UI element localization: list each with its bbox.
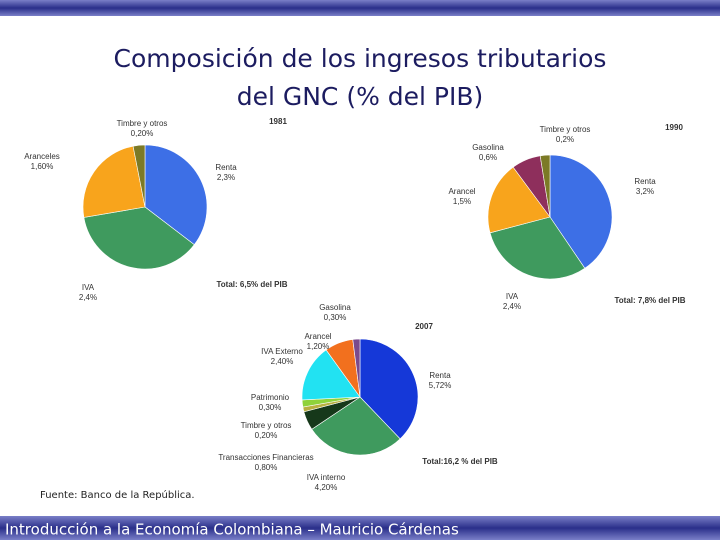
slice-label: IVA interno	[307, 473, 346, 482]
slice-value-label: 0,2%	[556, 135, 574, 144]
chart-year: 1981	[269, 117, 287, 126]
slice-value-label: 0,20%	[255, 431, 278, 440]
slice-label: Gasolina	[319, 303, 351, 312]
chart-year: 2007	[415, 322, 433, 331]
pie-slice	[487, 166, 551, 234]
total-annotation: Total:16,2 % del PIB	[422, 457, 498, 466]
pie-slice	[539, 154, 551, 218]
slide-title: del GNC (% del PIB)	[237, 82, 484, 111]
slice-label: IVA	[82, 283, 95, 292]
slice-label: Renta	[429, 371, 451, 380]
top-bar	[0, 0, 720, 16]
slice-label: Arancel	[448, 187, 475, 196]
slice-value-label: 0,30%	[324, 313, 347, 322]
source: Fuente: Banco de la República.	[40, 489, 195, 501]
slice-label: Transacciones Financieras	[218, 453, 313, 462]
slice-value-label: 2,4%	[503, 302, 521, 311]
slide-title: Composición de los ingresos tributarios	[114, 44, 607, 73]
slice-label: Gasolina	[472, 143, 504, 152]
slice-value-label: 1,60%	[31, 162, 54, 171]
slice-value-label: 4,20%	[315, 483, 338, 492]
slice-value-label: 1,20%	[307, 342, 330, 351]
slice-label: Renta	[215, 163, 237, 172]
slice-label: Aranceles	[24, 152, 60, 161]
pie-slice	[83, 206, 195, 270]
pie-slice	[352, 338, 361, 398]
slice-label: Timbre y otros	[241, 421, 292, 430]
slice-value-label: 0,30%	[259, 403, 282, 412]
slice-label: Timbre y otros	[117, 119, 168, 128]
slice-label: Renta	[634, 177, 656, 186]
pie-slice	[489, 216, 586, 280]
slice-value-label: 3,2%	[636, 187, 654, 196]
slice-label: Arancel	[304, 332, 331, 341]
pie-slice	[132, 144, 146, 208]
slice-value-label: 2,3%	[217, 173, 235, 182]
footer-bar	[0, 516, 720, 540]
slice-value-label: 0,80%	[255, 463, 278, 472]
pie-slice	[144, 144, 208, 246]
slice-value-label: 0,20%	[131, 129, 154, 138]
slice-value-label: 5,72%	[429, 381, 452, 390]
slice-label: IVA Externo	[261, 347, 303, 356]
total-annotation: Total: 7,8% del PIB	[615, 296, 686, 305]
footer: Introducción a la Economía Colombiana – …	[5, 521, 459, 539]
chart-year: 1990	[665, 123, 683, 132]
pie-slice	[82, 145, 146, 218]
pie-slice	[549, 154, 613, 269]
slice-label: IVA	[506, 292, 519, 301]
total-annotation: Total: 6,5% del PIB	[217, 280, 288, 289]
slice-value-label: 1,5%	[453, 197, 471, 206]
slice-label: Timbre y otros	[540, 125, 591, 134]
pie-slice	[311, 396, 401, 456]
slice-value-label: 2,40%	[271, 357, 294, 366]
slice-value-label: 0,6%	[479, 153, 497, 162]
pie-slice	[301, 349, 361, 401]
slice-value-label: 2,4%	[79, 293, 97, 302]
slice-label: Patrimonio	[251, 393, 290, 402]
pie-slice	[359, 338, 419, 440]
